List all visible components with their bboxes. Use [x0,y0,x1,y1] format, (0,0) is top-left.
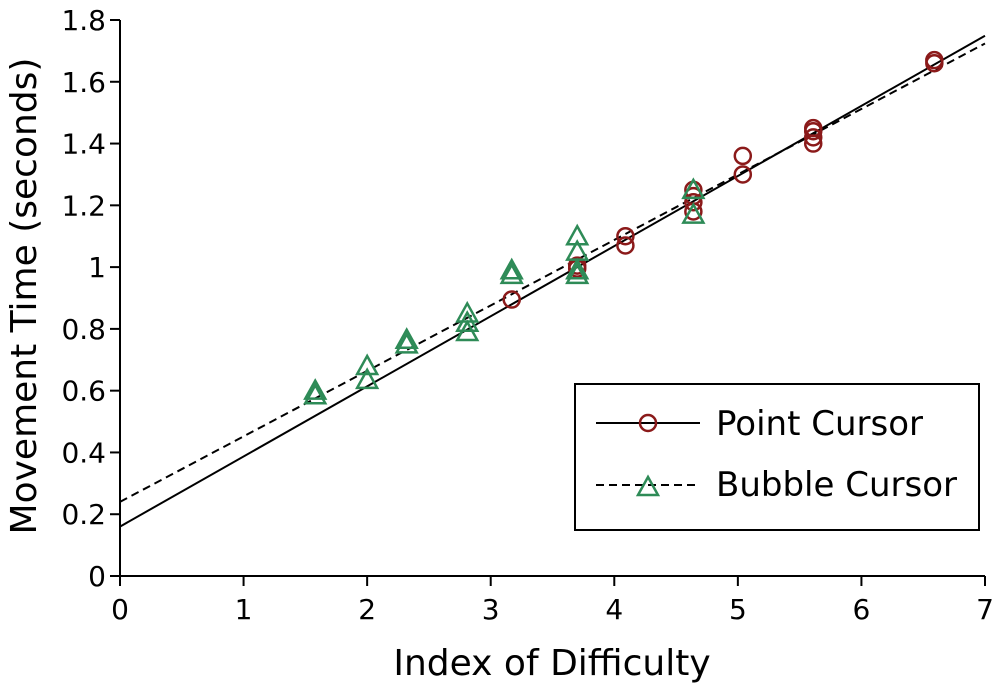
y-axis-ticks: 0 0.2 0.4 0.6 0.8 1 1.2 1.4 1.6 1.8 [61,4,120,593]
bubble-cursor-point [499,257,524,280]
legend-label-bubble-cursor: Bubble Cursor [716,465,957,505]
axes [119,20,985,577]
bubble-cursor-point [455,300,480,323]
x-tick-label: 0 [111,593,129,626]
point-cursor-point [733,146,753,166]
fit-line-bubble-cursor [119,42,986,503]
legend-item-point-cursor [596,413,700,433]
y-tick-label: 0.6 [61,375,106,408]
x-tick-label: 7 [976,593,994,626]
y-tick-label: 1.8 [61,4,106,37]
point-cursor-point [616,226,635,246]
bubble-cursor-point [394,331,419,354]
bubble-cursor-point [303,378,328,400]
legend-marker-bubble-cursor [635,474,661,497]
y-tick-label: 1.4 [61,128,106,161]
bubble-cursor-point [394,327,419,349]
x-tick-label: 4 [605,593,623,626]
bubble-cursor-point [303,382,328,405]
point-cursor-point [502,290,521,309]
y-tick-label: 0.4 [61,436,106,469]
bubble-cursor-point [681,177,706,200]
point-cursor-point [803,128,823,147]
y-tick-label: 0.2 [61,498,106,531]
y-tick-label: 1 [88,251,106,284]
bubble-cursor-point [565,257,590,280]
point-cursor-point [925,50,944,70]
bubble-cursor-point [681,202,706,224]
legend-marker-point-cursor [638,413,658,433]
point-cursor-point [733,165,753,184]
legend-item-bubble-cursor [596,474,700,497]
point-cursor-point [803,118,823,138]
y-tick-label: 0 [88,560,106,593]
bubble-cursor-point [565,239,590,261]
x-axis-label: Index of Difficulty [393,643,710,684]
point-cursor-point [616,236,635,255]
x-tick-label: 1 [235,593,253,626]
bubble-cursor-point [565,262,590,285]
point-cursor-point [684,192,703,212]
y-tick-label: 1.6 [61,66,106,99]
x-tick-label: 6 [853,593,871,626]
bubble-cursor-point [499,262,524,285]
point-cursor-point [567,256,587,275]
x-tick-label: 5 [729,593,747,626]
legend-box [574,383,980,531]
y-tick-label: 1.2 [61,189,106,222]
data-points [303,50,944,405]
legend-label-point-cursor: Point Cursor [716,404,923,444]
x-axis-ticks: 0 1 2 3 4 5 6 7 [111,576,994,626]
x-tick-label: 3 [482,593,500,626]
y-axis-label: Movement Time (seconds) [4,58,45,535]
y-tick-label: 0.8 [61,313,106,346]
legend: Point Cursor Bubble Cursor [574,383,980,531]
bubble-cursor-point [355,367,380,390]
fit-line-point-cursor [119,34,986,528]
fit-lines [119,34,986,528]
x-tick-label: 2 [358,593,376,626]
bubble-cursor-point [355,353,380,376]
bubble-cursor-point [565,223,590,246]
